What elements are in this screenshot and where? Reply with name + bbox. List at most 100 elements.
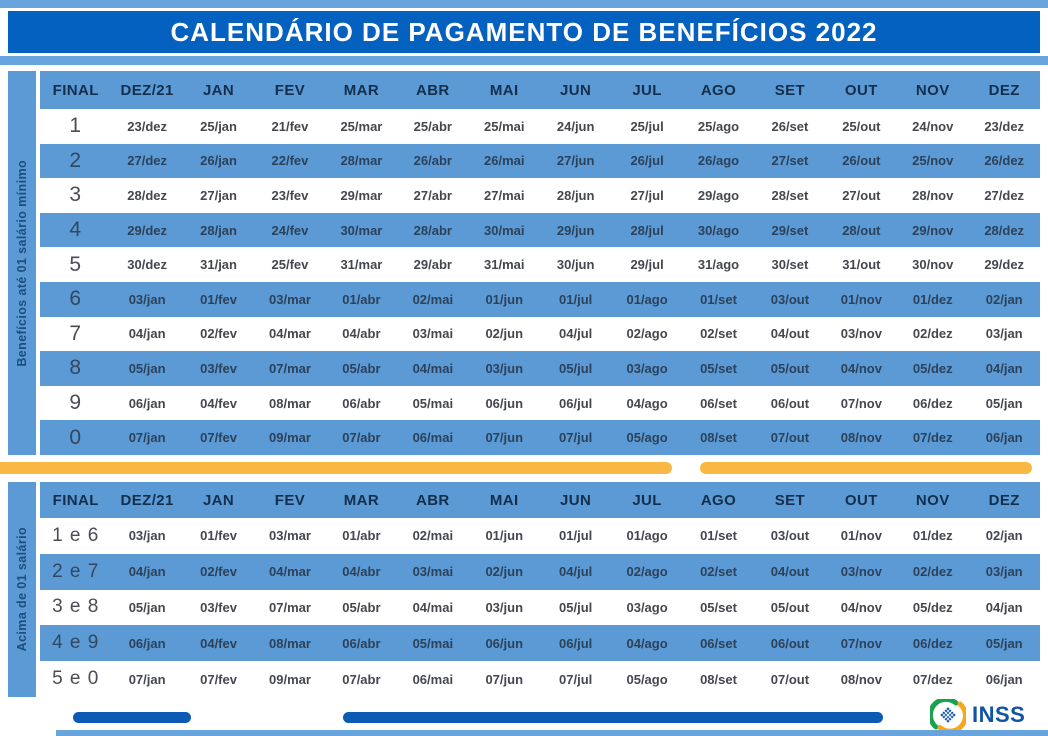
footer-bar-long [343, 712, 883, 723]
date-cell: 23/dez [127, 118, 167, 134]
inss-emblem-icon [930, 699, 966, 731]
date-cell: 23/dez [984, 118, 1025, 134]
date-cell: 05/mai [412, 395, 454, 411]
date-cell: 30/set [771, 257, 809, 273]
date-cell: 27/jun [556, 153, 595, 169]
date-cell: 06/jan [128, 395, 166, 411]
date-cell: 31/jan [200, 257, 237, 273]
date-cell: 29/dez [984, 257, 1025, 273]
date-cell: 02/mai [412, 291, 454, 307]
date-cell: 01/jul [559, 291, 593, 307]
date-cell: 28/jun [556, 187, 595, 203]
date-cell: 07/dez [912, 671, 953, 687]
date-cell: 31/out [842, 257, 881, 273]
date-cell: 01/jun [485, 291, 524, 307]
date-cell: 05/set [700, 360, 737, 376]
date-cell: 01/nov [840, 528, 882, 544]
date-cell: 26/mai [484, 153, 525, 169]
date-cell: 08/set [700, 430, 737, 446]
final-digit-cell: 0 [69, 425, 83, 449]
date-cell: 01/ago [626, 528, 668, 544]
date-cell: 06/mai [412, 671, 454, 687]
date-cell: 05/jan [128, 599, 166, 615]
date-cell: 27/jan [200, 187, 237, 203]
date-cell: 02/fev [200, 326, 237, 342]
date-cell: 29/nov [912, 222, 954, 238]
date-cell: 04/jul [559, 326, 593, 342]
date-cell: 07/abr [342, 430, 381, 446]
date-cell: 01/set [700, 528, 737, 544]
table-row: 6 03/jan 01/fev 03/mar 01/abr 02/mai 01/jun 01/… [40, 281, 1040, 317]
date-cell: 29/abr [413, 257, 452, 273]
date-cell: 07/jan [128, 671, 166, 687]
date-cell: 30/mai [484, 222, 525, 238]
date-cell: 28/set [771, 187, 809, 203]
date-cell: 07/out [770, 430, 810, 446]
yellow-divider-right [700, 462, 1032, 474]
date-cell: 28/dez [984, 222, 1025, 238]
date-cell: 03/mar [269, 528, 311, 544]
date-cell: 08/nov [840, 671, 882, 687]
date-cell: 06/abr [342, 635, 381, 651]
date-cell: 07/abr [342, 671, 381, 687]
date-cell: 04/mar [269, 564, 311, 580]
date-cell: 04/out [770, 564, 810, 580]
date-cell: 07/jun [485, 671, 524, 687]
date-cell: 25/out [842, 118, 881, 134]
table-row: 3 28/dez 27/jan 23/fev 29/mar 27/abr 27/mai 28/… [40, 178, 1040, 213]
column-header: MAR [343, 81, 380, 99]
date-cell: 03/nov [840, 564, 882, 580]
date-cell: 04/jan [128, 326, 166, 342]
date-cell: 24/fev [271, 222, 309, 238]
final-digit-cell: 8 [69, 356, 83, 380]
date-cell: 08/mar [269, 395, 311, 411]
final-digit-cell: 5 [69, 252, 83, 276]
table1-side-label-text: Benefícios até 01 salário mínimo [15, 159, 29, 367]
footer-bar-short [73, 712, 191, 723]
date-cell: 06/jun [485, 395, 524, 411]
date-cell: 29/jul [630, 257, 664, 273]
column-header: DEZ/21 [120, 491, 174, 509]
date-cell: 03/jun [485, 599, 524, 615]
column-header: DEZ [988, 491, 1020, 509]
date-cell: 27/mai [484, 187, 525, 203]
table-row: 0 07/jan 07/fev 09/mar 07/abr 06/mai 07/jun 07/… [40, 420, 1040, 455]
date-cell: 02/dez [912, 326, 953, 342]
date-cell: 27/set [771, 153, 809, 169]
date-cell: 07/nov [840, 635, 882, 651]
table2-gap [36, 482, 40, 697]
column-header: NOV [915, 81, 950, 99]
yellow-divider-left [0, 462, 672, 474]
date-cell: 07/mar [269, 599, 311, 615]
date-cell: 01/nov [840, 291, 882, 307]
date-cell: 02/mai [412, 528, 454, 544]
date-cell: 22/fev [271, 153, 309, 169]
table-row: 8 05/jan 03/fev 07/mar 05/abr 04/mai 03/jun 05/… [40, 351, 1040, 386]
date-cell: 03/out [770, 528, 810, 544]
column-header: MAR [343, 491, 380, 509]
column-header: MAI [489, 81, 519, 99]
date-cell: 28/jan [200, 222, 237, 238]
date-cell: 25/mar [340, 118, 383, 134]
table1-body: 1 23/dez 25/jan 21/fev 25/mar 25/abr 25/mai 24/… [40, 109, 1040, 455]
date-cell: 04/out [770, 326, 810, 342]
date-cell: 08/mar [269, 635, 311, 651]
date-cell: 05/jul [559, 599, 593, 615]
date-cell: 23/fev [271, 187, 309, 203]
date-cell: 06/dez [912, 635, 953, 651]
date-cell: 06/jun [485, 635, 524, 651]
final-digit-cell: 5 e 0 [52, 668, 100, 690]
date-cell: 09/mar [269, 430, 311, 446]
date-cell: 25/fev [271, 257, 309, 273]
table-acima-de-1-salario: Acima de 01 salário FINAL DEZ/21 JAN FEV MAR… [8, 482, 1040, 697]
date-cell: 06/dez [912, 395, 953, 411]
date-cell: 02/set [700, 326, 737, 342]
date-cell: 02/fev [200, 564, 237, 580]
date-cell: 06/jan [128, 635, 166, 651]
column-header: JAN [202, 491, 235, 509]
date-cell: 29/mar [340, 187, 383, 203]
date-cell: 02/jan [985, 528, 1023, 544]
date-cell: 01/dez [912, 291, 953, 307]
table-row: 7 04/jan 02/fev 04/mar 04/abr 03/mai 02/jun 04/… [40, 316, 1040, 352]
date-cell: 27/dez [127, 153, 167, 169]
